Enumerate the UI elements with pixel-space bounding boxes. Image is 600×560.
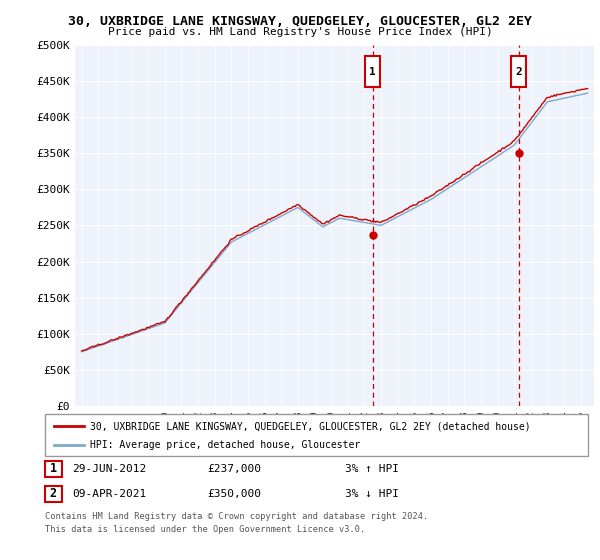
Text: 3% ↑ HPI: 3% ↑ HPI (345, 464, 399, 474)
Text: 09-APR-2021: 09-APR-2021 (72, 489, 146, 499)
Text: 3% ↓ HPI: 3% ↓ HPI (345, 489, 399, 499)
Text: 30, UXBRIDGE LANE KINGSWAY, QUEDGELEY, GLOUCESTER, GL2 2EY: 30, UXBRIDGE LANE KINGSWAY, QUEDGELEY, G… (68, 15, 532, 27)
Text: 30, UXBRIDGE LANE KINGSWAY, QUEDGELEY, GLOUCESTER, GL2 2EY (detached house): 30, UXBRIDGE LANE KINGSWAY, QUEDGELEY, G… (90, 421, 530, 431)
Text: Price paid vs. HM Land Registry's House Price Index (HPI): Price paid vs. HM Land Registry's House … (107, 27, 493, 37)
Text: This data is licensed under the Open Government Licence v3.0.: This data is licensed under the Open Gov… (45, 525, 365, 534)
Text: 2: 2 (50, 487, 57, 501)
Text: 1: 1 (370, 67, 376, 77)
Text: 29-JUN-2012: 29-JUN-2012 (72, 464, 146, 474)
Text: HPI: Average price, detached house, Gloucester: HPI: Average price, detached house, Glou… (90, 440, 360, 450)
Text: £237,000: £237,000 (207, 464, 261, 474)
Text: 1: 1 (50, 462, 57, 475)
FancyBboxPatch shape (365, 55, 380, 87)
Text: 2: 2 (515, 67, 522, 77)
Text: Contains HM Land Registry data © Crown copyright and database right 2024.: Contains HM Land Registry data © Crown c… (45, 512, 428, 521)
Text: £350,000: £350,000 (207, 489, 261, 499)
FancyBboxPatch shape (511, 55, 526, 87)
